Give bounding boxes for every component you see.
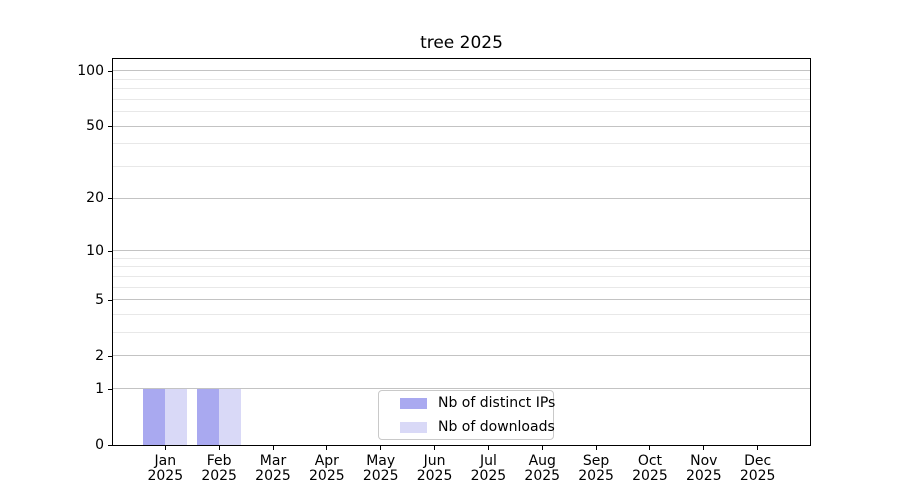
x-tick-month: Aug: [528, 453, 556, 469]
gridline-minor: [113, 98, 810, 100]
x-tick-year: 2025: [309, 468, 345, 484]
gridline-major: [113, 388, 810, 390]
gridline-minor: [113, 143, 810, 145]
x-tick-label: Jul 2025: [456, 454, 520, 484]
x-tick-mark: [326, 446, 328, 450]
x-tick-label: Aug 2025: [510, 454, 574, 484]
y-tick-label: 100: [77, 62, 104, 79]
x-tick-year: 2025: [147, 468, 184, 484]
x-tick-month: Mar: [259, 453, 287, 469]
x-tick-month: Jan: [154, 453, 177, 469]
x-tick-mark: [434, 446, 436, 450]
x-tick-label: Dec 2025: [726, 454, 790, 484]
y-tick-label: 20: [86, 190, 104, 207]
x-tick-month: Jul: [479, 453, 497, 469]
gridline-minor: [113, 111, 810, 113]
x-tick-month: Sep: [582, 453, 610, 469]
x-tick-mark: [757, 446, 759, 450]
y-tick-mark: [108, 126, 112, 128]
gridline-major: [113, 125, 810, 127]
legend-swatch-downloads: [400, 421, 427, 433]
legend-entry-distinct-ips: Nb of distinct IPs: [379, 391, 556, 415]
x-tick-year: 2025: [470, 468, 507, 484]
gridline-minor: [113, 78, 810, 80]
x-tick-month: May: [366, 453, 396, 469]
y-tick-mark: [108, 198, 112, 200]
gridline-minor: [113, 332, 810, 334]
gridline-major: [113, 299, 810, 301]
x-tick-year: 2025: [632, 468, 668, 484]
gridline-minor: [113, 286, 810, 288]
legend-swatch-distinct-ips: [400, 397, 427, 409]
x-tick-month: Feb: [206, 453, 232, 469]
x-tick-year: 2025: [416, 468, 453, 484]
x-tick-year: 2025: [362, 468, 399, 484]
y-tick-mark: [108, 355, 112, 357]
y-tick-label: 10: [86, 242, 104, 259]
x-tick-label: Feb 2025: [187, 454, 251, 484]
chart-title: tree 2025: [420, 33, 503, 53]
gridline-minor: [113, 275, 810, 277]
legend-label-downloads: Nb of downloads: [438, 419, 555, 435]
bar-downloads: [165, 388, 188, 445]
plot-area: Nb of distinct IPs Nb of downloads: [112, 58, 811, 446]
y-tick-label: 5: [95, 291, 104, 308]
x-tick-mark: [703, 446, 705, 450]
y-tick-label: 0: [95, 437, 104, 453]
x-tick-year: 2025: [524, 468, 561, 484]
x-tick-mark: [595, 446, 597, 450]
x-tick-label: May 2025: [349, 454, 413, 484]
gridline-minor: [113, 88, 810, 90]
gridline-minor: [113, 266, 810, 268]
x-tick-mark: [649, 446, 651, 450]
x-tick-month: Apr: [314, 453, 339, 469]
y-tick-mark: [108, 70, 112, 72]
y-tick-label: 1: [95, 380, 104, 397]
x-tick-year: 2025: [255, 468, 291, 484]
x-tick-label: Apr 2025: [295, 454, 359, 484]
x-tick-year: 2025: [201, 468, 237, 484]
x-tick-year: 2025: [685, 468, 722, 484]
x-tick-mark: [164, 446, 166, 450]
y-tick-mark: [108, 445, 112, 446]
gridline-minor: [113, 166, 810, 168]
x-tick-mark: [272, 446, 274, 450]
x-tick-month: Oct: [637, 453, 663, 469]
gridline-major: [113, 70, 810, 72]
gridline-major: [113, 355, 810, 357]
bar-downloads: [219, 388, 242, 445]
x-tick-mark: [487, 446, 489, 450]
x-tick-label: Nov 2025: [672, 454, 736, 484]
x-tick-mark: [541, 446, 543, 450]
x-tick-label: Oct 2025: [618, 454, 682, 484]
gridline-major: [113, 197, 810, 199]
bar-distinct-ips: [197, 388, 220, 445]
y-tick-label: 50: [86, 118, 104, 135]
x-tick-year: 2025: [739, 468, 776, 484]
x-tick-mark: [218, 446, 220, 450]
y-tick-label: 2: [95, 347, 104, 364]
y-tick-mark: [108, 250, 112, 252]
legend: Nb of distinct IPs Nb of downloads: [378, 390, 556, 440]
bar-distinct-ips: [143, 388, 166, 445]
y-tick-mark: [108, 299, 112, 301]
x-tick-label: Mar 2025: [241, 454, 305, 484]
gridline-minor: [113, 257, 810, 259]
gridline-minor: [113, 314, 810, 316]
x-tick-mark: [380, 446, 382, 450]
x-tick-label: Sep 2025: [564, 454, 628, 484]
x-tick-month: Nov: [690, 453, 718, 469]
legend-label-distinct-ips: Nb of distinct IPs: [438, 395, 556, 411]
x-tick-label: Jun 2025: [403, 454, 467, 484]
x-tick-year: 2025: [578, 468, 614, 484]
x-tick-month: Jun: [423, 453, 446, 469]
gridline-major: [113, 250, 810, 252]
legend-entry-downloads: Nb of downloads: [379, 415, 555, 439]
x-tick-label: Jan 2025: [133, 454, 197, 484]
y-tick-mark: [108, 388, 112, 390]
x-tick-month: Dec: [744, 453, 772, 469]
